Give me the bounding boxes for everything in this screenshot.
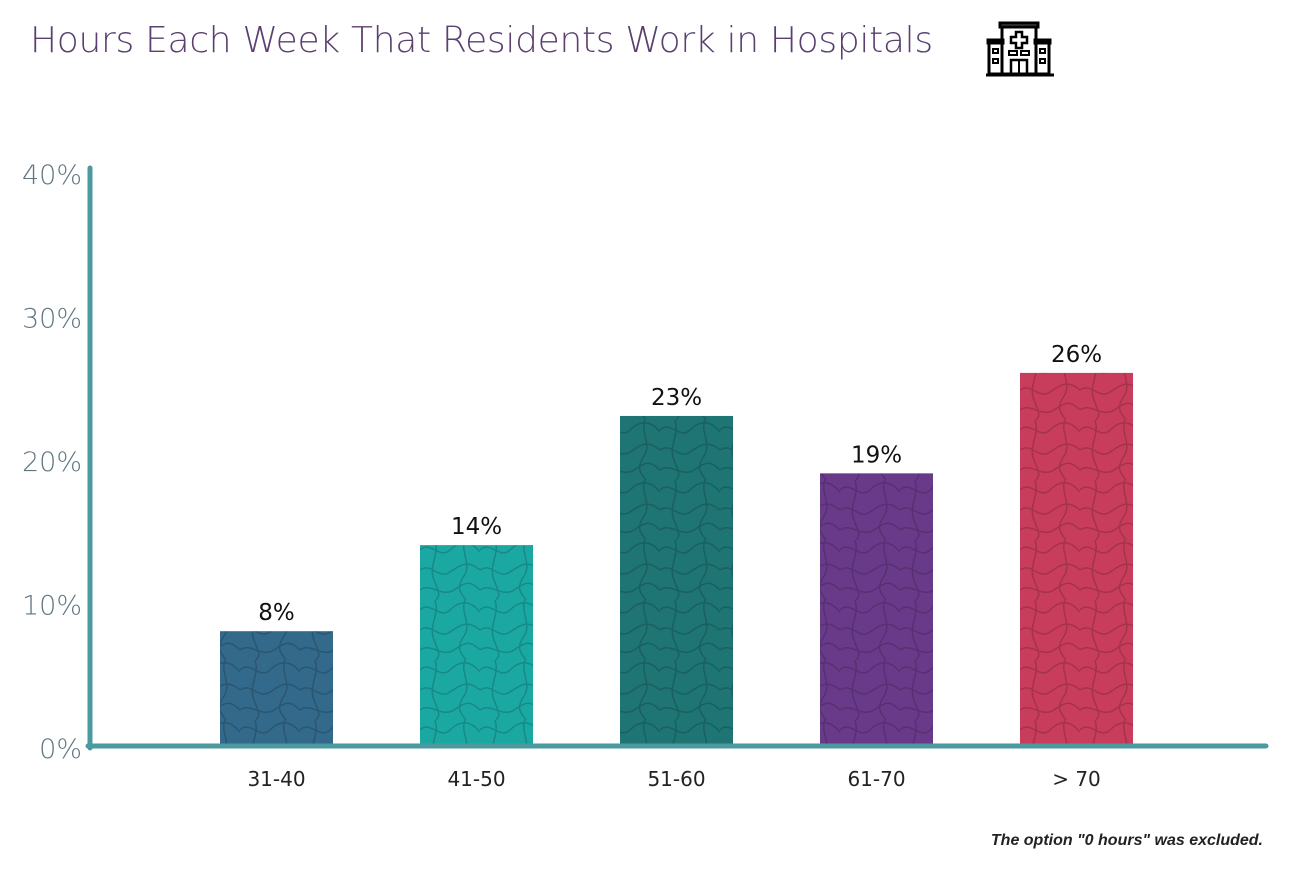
y-tick-label: 30%	[22, 304, 82, 335]
data-label: 8%	[258, 600, 295, 626]
bar-3140	[220, 631, 333, 746]
bar-70	[1020, 372, 1133, 746]
y-tick-label: 10%	[22, 591, 82, 622]
bar-6170	[820, 473, 933, 746]
hospital-icon	[986, 18, 1054, 82]
footnote: The option "0 hours" was excluded.	[990, 832, 1263, 849]
bar-4150	[420, 545, 533, 746]
x-tick-label: 51-60	[647, 767, 705, 791]
x-tick-label: 31-40	[247, 767, 305, 791]
data-label: 14%	[451, 514, 502, 540]
y-tick-label: 40%	[22, 160, 82, 191]
x-tick-label: 61-70	[847, 767, 905, 791]
data-label: 26%	[1051, 342, 1102, 368]
y-tick-label: 20%	[22, 447, 82, 478]
x-tick-label: 41-50	[447, 767, 505, 791]
x-tick-label: > 70	[1052, 767, 1101, 791]
y-tick-label: 0%	[39, 734, 82, 765]
chart-title: Hours Each Week That Residents Work in H…	[30, 20, 933, 61]
bar-5160	[620, 415, 733, 746]
data-label: 23%	[651, 385, 702, 411]
data-label: 19%	[851, 442, 902, 468]
